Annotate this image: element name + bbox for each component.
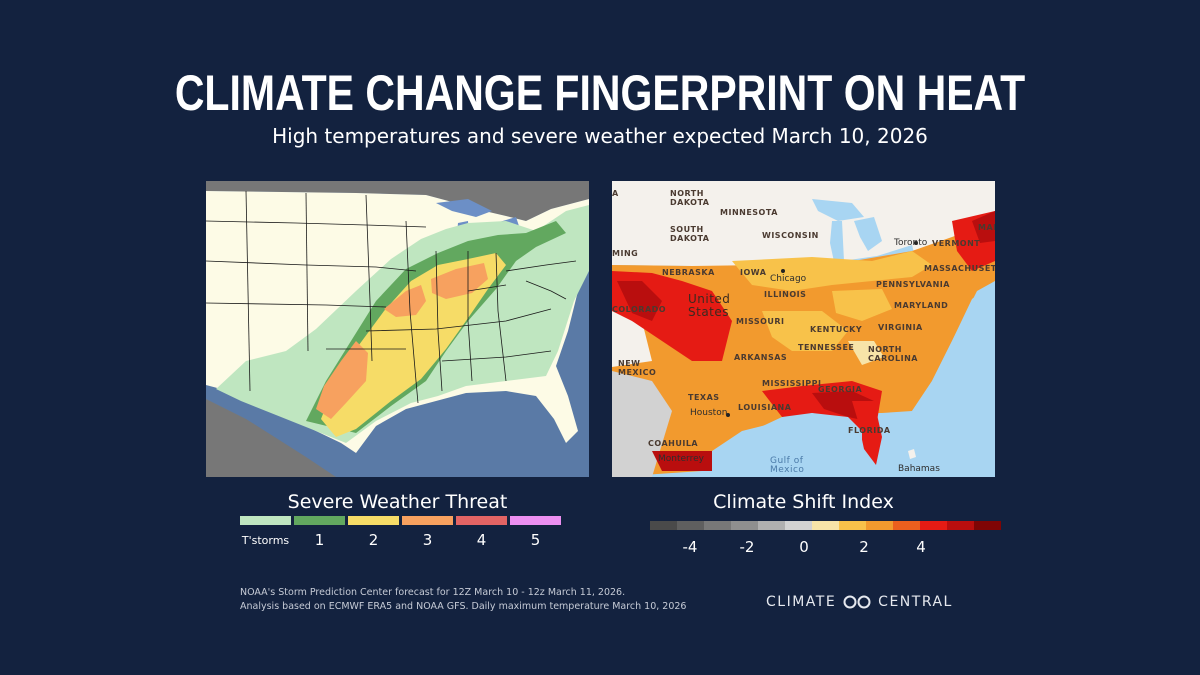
csi-legend-tick: 2	[859, 538, 869, 556]
label-illinois: ILLINOIS	[764, 290, 807, 299]
climate-shift-map-graphic	[612, 181, 995, 477]
label-mississippi: MISSISSIPPI	[762, 379, 822, 388]
footnote-spc: NOAA's Storm Prediction Center forecast …	[240, 587, 626, 598]
severe-legend-swatch	[348, 516, 399, 525]
page-title: CLIMATE CHANGE FINGERPRINT ON HEAT	[174, 65, 1026, 121]
label-chicago: Chicago	[770, 274, 807, 284]
severe-legend-label: 1	[314, 531, 325, 549]
label-south-dakota: SOUTH DAKOTA	[670, 225, 710, 243]
level-3-area	[316, 341, 368, 419]
label-maryland: MARYLAND	[894, 301, 949, 310]
label-pennsylvania: PENNSYLVANIA	[876, 280, 950, 289]
csi-legend-swatch	[839, 521, 866, 530]
label-bahamas: Bahamas	[898, 464, 940, 474]
label-wisconsin: WISCONSIN	[762, 231, 819, 240]
label-coahuila: COAHUILA	[648, 439, 699, 448]
label-united-states: United States	[688, 292, 731, 319]
severe-legend-label: 2	[368, 531, 379, 549]
csi-legend-tick: 4	[916, 538, 926, 556]
page-subtitle: High temperatures and severe weather exp…	[272, 124, 928, 148]
label-houston: Houston	[690, 408, 728, 418]
label-missouri: MISSOURI	[736, 317, 785, 326]
label-north-dakota: NORTH DAKOTA	[670, 189, 710, 207]
severe-legend-label: 4	[476, 531, 487, 549]
label-monterrey: Monterrey	[658, 454, 704, 464]
severe-legend-swatch	[402, 516, 453, 525]
csi-legend-swatch	[893, 521, 920, 530]
severe-legend-swatch	[240, 516, 291, 525]
csi-legend-swatch	[731, 521, 758, 530]
climate-shift-map: NORTH DAKOTA MINNESOTA SOUTH DAKOTA WISCON…	[612, 181, 995, 477]
label-colorado: COLORADO	[612, 305, 667, 314]
label-nebraska: NEBRASKA	[662, 268, 715, 277]
label-gulf-of-mexico: Gulf of Mexico	[770, 456, 805, 475]
csi-legend-swatch	[677, 521, 704, 530]
label-montana: A	[612, 189, 619, 198]
label-georgia: GEORGIA	[818, 385, 863, 394]
csi-legend-tick: 0	[799, 538, 809, 556]
label-virginia: VIRGINIA	[878, 323, 923, 332]
severe-legend-swatch	[456, 516, 507, 525]
label-tennessee: TENNESSEE	[798, 343, 855, 352]
logo-text-right: CENTRAL	[878, 594, 953, 610]
csi-legend-swatch	[920, 521, 947, 530]
csi-legend-swatch	[785, 521, 812, 530]
severe-weather-map-graphic	[206, 181, 589, 477]
label-wyoming: MING	[612, 249, 639, 258]
label-vermont: VERMONT	[932, 239, 981, 248]
csi-legend-swatch	[704, 521, 731, 530]
severe-weather-map	[206, 181, 589, 477]
csi-legend-swatch	[650, 521, 677, 530]
label-maine: MAI	[978, 223, 995, 232]
csi-legend-swatch	[758, 521, 785, 530]
csi-legend-swatch	[812, 521, 839, 530]
csi-legend-swatch	[866, 521, 893, 530]
climate-central-logo: CLIMATE CENTRAL	[766, 594, 953, 610]
logo-text-left: CLIMATE	[766, 594, 837, 610]
severe-legend-label: 5	[530, 531, 541, 549]
csi-legend-swatch	[974, 521, 1001, 530]
label-kentucky: KENTUCKY	[810, 325, 863, 334]
label-north-carolina: NORTH CAROLINA	[868, 345, 918, 363]
label-florida: FLORIDA	[848, 426, 891, 435]
csi-legend-swatch	[947, 521, 974, 530]
severe-legend-label: T'storms	[241, 534, 290, 547]
csi-legend-title: Climate Shift Index	[713, 491, 894, 513]
label-massachusetts: MASSACHUSETT	[924, 264, 995, 273]
csi-legend-tick: -2	[739, 538, 755, 556]
logo-infinity-icon	[843, 595, 871, 609]
csi-legend-tick: -4	[682, 538, 698, 556]
severe-legend-swatch	[294, 516, 345, 525]
severe-legend-label: 3	[422, 531, 433, 549]
severe-legend-swatch	[510, 516, 561, 525]
label-iowa: IOWA	[740, 268, 767, 277]
label-arkansas: ARKANSAS	[734, 353, 788, 362]
label-texas: TEXAS	[688, 393, 720, 402]
label-toronto: Toronto	[894, 238, 928, 248]
footnote-analysis: Analysis based on ECMWF ERA5 and NOAA GF…	[240, 601, 687, 612]
severe-legend-title: Severe Weather Threat	[287, 491, 508, 513]
label-new-mexico: NEW MEXICO	[618, 359, 657, 377]
label-louisiana: LOUISIANA	[738, 403, 792, 412]
label-minnesota: MINNESOTA	[720, 208, 778, 217]
level-2-area	[321, 253, 506, 437]
